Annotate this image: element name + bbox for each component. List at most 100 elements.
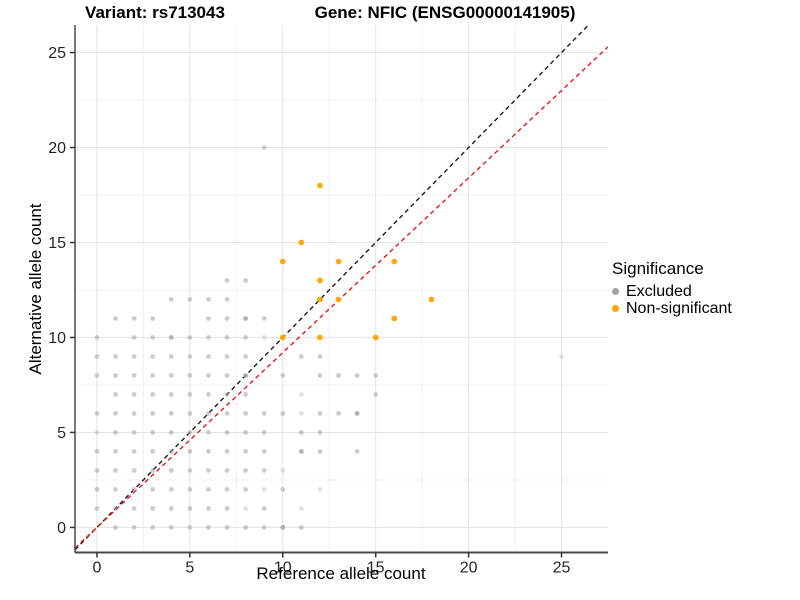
data-point-excluded bbox=[224, 487, 230, 492]
data-point-excluded bbox=[131, 411, 137, 416]
data-point-excluded bbox=[243, 373, 249, 378]
data-point-excluded bbox=[187, 297, 193, 302]
data-point-excluded bbox=[150, 354, 156, 359]
data-point-excluded bbox=[261, 487, 267, 492]
data-point-excluded bbox=[168, 297, 174, 302]
data-point-excluded bbox=[243, 316, 249, 321]
data-point-excluded bbox=[187, 449, 193, 454]
data-point-excluded bbox=[113, 430, 118, 435]
data-point-excluded bbox=[261, 316, 267, 321]
data-point-excluded bbox=[206, 411, 211, 416]
data-point-excluded bbox=[243, 430, 249, 435]
x-tick-label: 5 bbox=[185, 560, 194, 577]
data-point-non-significant bbox=[391, 315, 398, 322]
data-point-excluded bbox=[224, 430, 230, 435]
data-point-excluded bbox=[131, 430, 137, 435]
data-point-excluded bbox=[131, 335, 137, 340]
y-tick-label: 5 bbox=[57, 425, 66, 442]
data-point-excluded bbox=[131, 373, 137, 378]
data-point-excluded bbox=[131, 506, 137, 511]
y-tick-label: 20 bbox=[48, 140, 66, 157]
data-point-excluded bbox=[243, 506, 249, 511]
data-point-non-significant bbox=[317, 334, 323, 341]
data-point-excluded bbox=[298, 506, 304, 511]
data-point-excluded bbox=[206, 487, 211, 492]
data-point-excluded bbox=[559, 354, 564, 359]
data-point-excluded bbox=[206, 525, 211, 530]
data-point-excluded bbox=[317, 354, 323, 359]
data-point-excluded bbox=[317, 411, 323, 416]
data-point-excluded bbox=[131, 316, 137, 321]
data-point-excluded bbox=[187, 525, 193, 530]
data-point-excluded bbox=[113, 487, 118, 492]
data-point-excluded bbox=[206, 430, 211, 435]
x-tick-label: 15 bbox=[367, 560, 385, 577]
data-point-excluded bbox=[224, 278, 230, 283]
data-point-non-significant bbox=[317, 296, 323, 303]
data-point-excluded bbox=[113, 354, 118, 359]
data-point-excluded bbox=[261, 430, 267, 435]
legend-item-non-significant: Non-significant bbox=[612, 300, 732, 317]
y-tick-label: 0 bbox=[57, 520, 66, 537]
data-point-excluded bbox=[150, 487, 156, 492]
data-point-excluded bbox=[298, 430, 304, 435]
data-point-excluded bbox=[113, 392, 118, 397]
data-point-excluded bbox=[206, 468, 211, 473]
data-point-excluded bbox=[243, 278, 249, 283]
data-point-excluded bbox=[206, 449, 211, 454]
x-tick-label: 0 bbox=[92, 560, 101, 577]
data-point-excluded bbox=[224, 297, 230, 302]
data-point-excluded bbox=[354, 411, 360, 416]
data-point-excluded bbox=[261, 449, 267, 454]
data-point-excluded bbox=[373, 373, 379, 378]
data-point-excluded bbox=[131, 392, 137, 397]
identity-line bbox=[75, 25, 590, 551]
data-point-excluded bbox=[131, 354, 137, 359]
data-point-excluded bbox=[94, 506, 100, 511]
data-point-excluded bbox=[187, 392, 193, 397]
data-point-excluded bbox=[261, 525, 267, 530]
data-point-excluded bbox=[261, 411, 267, 416]
data-point-excluded bbox=[206, 392, 211, 397]
excluded-swatch-icon bbox=[612, 288, 619, 295]
data-point-excluded bbox=[298, 392, 304, 397]
x-axis-title: Reference allele count bbox=[256, 564, 426, 583]
data-point-excluded bbox=[224, 354, 230, 359]
data-point-excluded bbox=[206, 354, 211, 359]
data-point-excluded bbox=[131, 468, 137, 473]
data-point-non-significant bbox=[317, 182, 323, 189]
data-point-excluded bbox=[168, 392, 174, 397]
data-point-non-significant bbox=[428, 296, 435, 303]
data-point-excluded bbox=[131, 487, 137, 492]
data-point-excluded bbox=[187, 411, 193, 416]
variant-title: Variant: rs713043 bbox=[85, 3, 225, 22]
data-point-excluded bbox=[243, 449, 249, 454]
data-point-excluded bbox=[280, 373, 286, 378]
data-point-excluded bbox=[150, 411, 156, 416]
legend-item-non-significant-label: Non-significant bbox=[626, 300, 732, 317]
data-point-excluded bbox=[94, 468, 100, 473]
data-point-excluded bbox=[317, 430, 323, 435]
data-point-excluded bbox=[187, 487, 193, 492]
data-point-excluded bbox=[243, 525, 249, 530]
data-point-excluded bbox=[280, 468, 286, 473]
data-point-excluded bbox=[243, 354, 249, 359]
data-point-excluded bbox=[113, 411, 118, 416]
data-point-excluded bbox=[187, 430, 193, 435]
data-point-non-significant bbox=[279, 258, 286, 265]
data-point-excluded bbox=[113, 468, 118, 473]
data-point-excluded bbox=[206, 373, 211, 378]
data-point-excluded bbox=[206, 506, 211, 511]
data-point-excluded bbox=[168, 411, 174, 416]
data-point-excluded bbox=[224, 392, 230, 397]
data-point-excluded bbox=[168, 487, 174, 492]
data-point-excluded bbox=[243, 487, 249, 492]
data-point-excluded bbox=[261, 145, 267, 150]
data-point-excluded bbox=[280, 525, 286, 530]
y-tick-label: 15 bbox=[48, 235, 66, 252]
data-point-excluded bbox=[224, 316, 230, 321]
data-point-excluded bbox=[261, 335, 267, 340]
data-point-excluded bbox=[224, 411, 230, 416]
data-point-excluded bbox=[317, 449, 323, 454]
data-point-excluded bbox=[298, 449, 304, 454]
